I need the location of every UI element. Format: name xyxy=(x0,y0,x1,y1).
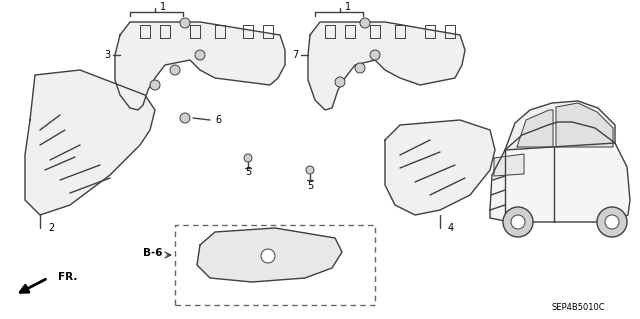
Circle shape xyxy=(355,63,365,73)
Polygon shape xyxy=(25,70,155,215)
Circle shape xyxy=(503,207,533,237)
Circle shape xyxy=(360,18,370,28)
Circle shape xyxy=(180,113,190,123)
Polygon shape xyxy=(385,120,495,215)
Circle shape xyxy=(150,80,160,90)
Polygon shape xyxy=(115,22,285,110)
Circle shape xyxy=(244,154,252,162)
Text: B-6: B-6 xyxy=(143,248,162,258)
Text: 4: 4 xyxy=(448,223,454,233)
Text: 5: 5 xyxy=(307,181,313,191)
Circle shape xyxy=(370,50,380,60)
Polygon shape xyxy=(308,22,465,110)
Circle shape xyxy=(195,50,205,60)
Text: 1: 1 xyxy=(345,2,351,12)
Circle shape xyxy=(597,207,627,237)
Circle shape xyxy=(511,215,525,229)
Text: 2: 2 xyxy=(48,223,54,233)
Circle shape xyxy=(180,18,190,28)
Polygon shape xyxy=(556,103,613,147)
Polygon shape xyxy=(517,110,553,147)
Circle shape xyxy=(261,249,275,263)
Circle shape xyxy=(170,65,180,75)
Text: 1: 1 xyxy=(160,2,166,12)
Text: 6: 6 xyxy=(215,115,221,125)
Text: 7: 7 xyxy=(292,50,298,60)
Circle shape xyxy=(335,77,345,87)
FancyBboxPatch shape xyxy=(175,225,375,305)
Circle shape xyxy=(306,166,314,174)
Polygon shape xyxy=(197,228,342,282)
Circle shape xyxy=(605,215,619,229)
Polygon shape xyxy=(490,122,630,222)
Text: SEP4B5010C: SEP4B5010C xyxy=(551,303,605,313)
Polygon shape xyxy=(505,101,615,150)
Text: 5: 5 xyxy=(245,167,251,177)
Text: FR.: FR. xyxy=(58,272,77,282)
Text: 3: 3 xyxy=(104,50,110,60)
Polygon shape xyxy=(494,154,524,176)
